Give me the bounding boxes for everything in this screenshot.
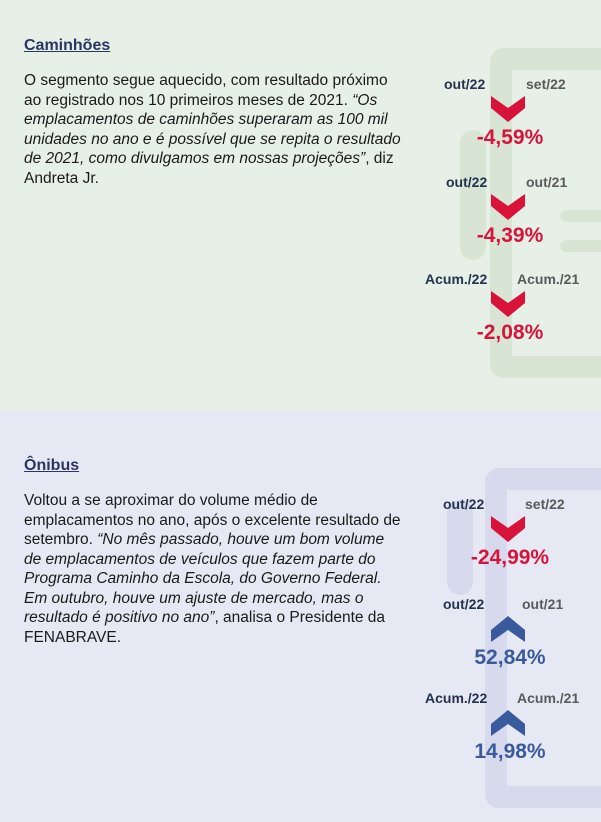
stat-comparison: out/22 out/21 52,84% — [425, 596, 595, 686]
quote: “No mês passado, houve um bom volume de … — [24, 531, 385, 626]
period-current: out/22 — [444, 76, 486, 92]
text-tail: , diz Andreta Jr. — [24, 150, 394, 187]
period-compare: set/22 — [525, 496, 565, 512]
watermark-shape — [560, 210, 601, 222]
chevron-up-icon — [491, 616, 525, 642]
percent-change: -4,39% — [476, 224, 544, 247]
buses-text: Voltou a se aproximar do volume médio de… — [24, 491, 404, 647]
period-compare: Acum./21 — [517, 690, 580, 706]
watermark-shape — [460, 130, 486, 260]
stat-comparison: Acum./22 Acum./21 14,98% — [425, 690, 595, 780]
chevron-down-icon — [491, 516, 525, 542]
stat-comparison: out/22 out/21 -4,39% — [425, 174, 595, 264]
chevron-down-icon — [491, 96, 525, 122]
period-compare: out/21 — [526, 174, 568, 190]
text-tail: , analisa o Presidente da FENABRAVE. — [24, 609, 386, 646]
trucks-text: O segmento segue aquecido, com resultado… — [24, 71, 404, 188]
percent-change: -2,08% — [476, 321, 544, 344]
trucks-title: Caminhões — [24, 37, 111, 54]
text-plain: Voltou a se aproximar do volume médio de… — [24, 492, 401, 548]
period-compare: Acum./21 — [517, 271, 580, 287]
period-compare: set/22 — [526, 76, 566, 92]
chevron-down-icon — [491, 291, 525, 317]
stat-comparison: out/22 set/22 -4,59% — [425, 76, 595, 166]
stat-comparison: Acum./22 Acum./21 -2,08% — [425, 271, 595, 361]
period-current: Acum./22 — [425, 690, 488, 706]
watermark-shape — [560, 240, 601, 252]
chevron-down-icon — [491, 194, 525, 220]
period-current: out/22 — [446, 174, 488, 190]
text-plain: O segmento segue aquecido, com resultado… — [24, 72, 388, 109]
period-current: out/22 — [443, 596, 485, 612]
period-current: out/22 — [443, 496, 485, 512]
percent-change: -4,59% — [476, 126, 544, 149]
percent-change: -24,99% — [470, 546, 550, 569]
percent-change: 52,84% — [474, 646, 546, 669]
buses-title: Ônibus — [24, 457, 80, 474]
period-compare: out/21 — [522, 596, 564, 612]
watermark-shape — [447, 500, 473, 595]
buses-section: Ônibus Voltou a se aproximar do volume m… — [0, 410, 601, 822]
percent-change: 14,98% — [474, 740, 546, 763]
stat-comparison: out/22 set/22 -24,99% — [425, 496, 595, 586]
chevron-up-icon — [491, 710, 525, 736]
quote: “Os emplacamentos de caminhões superaram… — [24, 91, 401, 168]
period-current: Acum./22 — [425, 271, 488, 287]
trucks-section: Caminhões O segmento segue aquecido, com… — [0, 0, 601, 410]
